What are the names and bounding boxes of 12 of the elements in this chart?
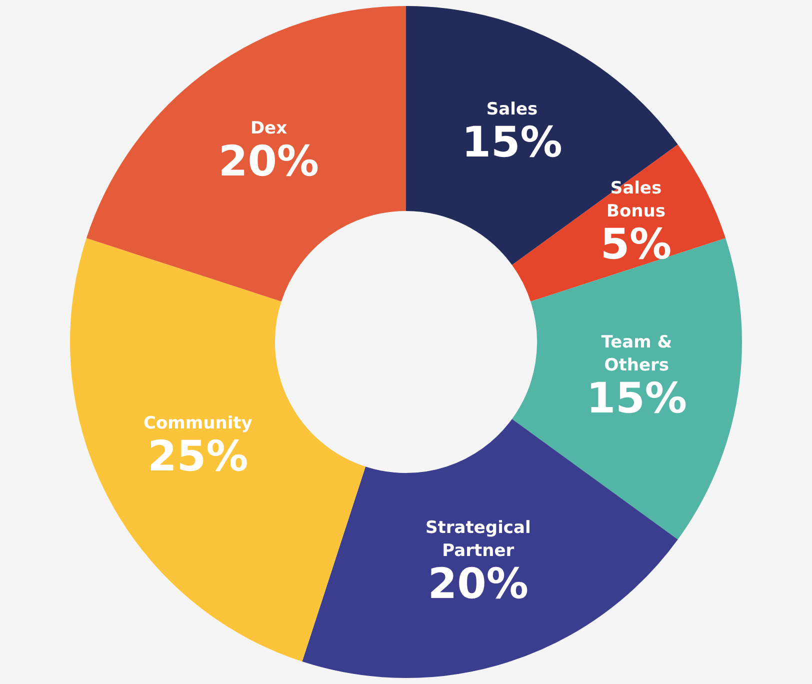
data-label: 15% [462, 117, 562, 166]
data-label: 5% [600, 220, 672, 269]
data-label: 15% [586, 373, 687, 422]
slice-label: Dex [250, 118, 288, 138]
data-label: 20% [428, 558, 528, 608]
data-label: 25% [148, 431, 248, 480]
slice-label: Team & Others [601, 332, 672, 376]
data-label: 20% [218, 136, 320, 186]
slice-label: Community [144, 413, 252, 434]
slice-label: Sales [486, 99, 538, 120]
slice-label: Strategical Partner [426, 518, 531, 562]
slice-label: Sales Bonus [606, 178, 666, 222]
